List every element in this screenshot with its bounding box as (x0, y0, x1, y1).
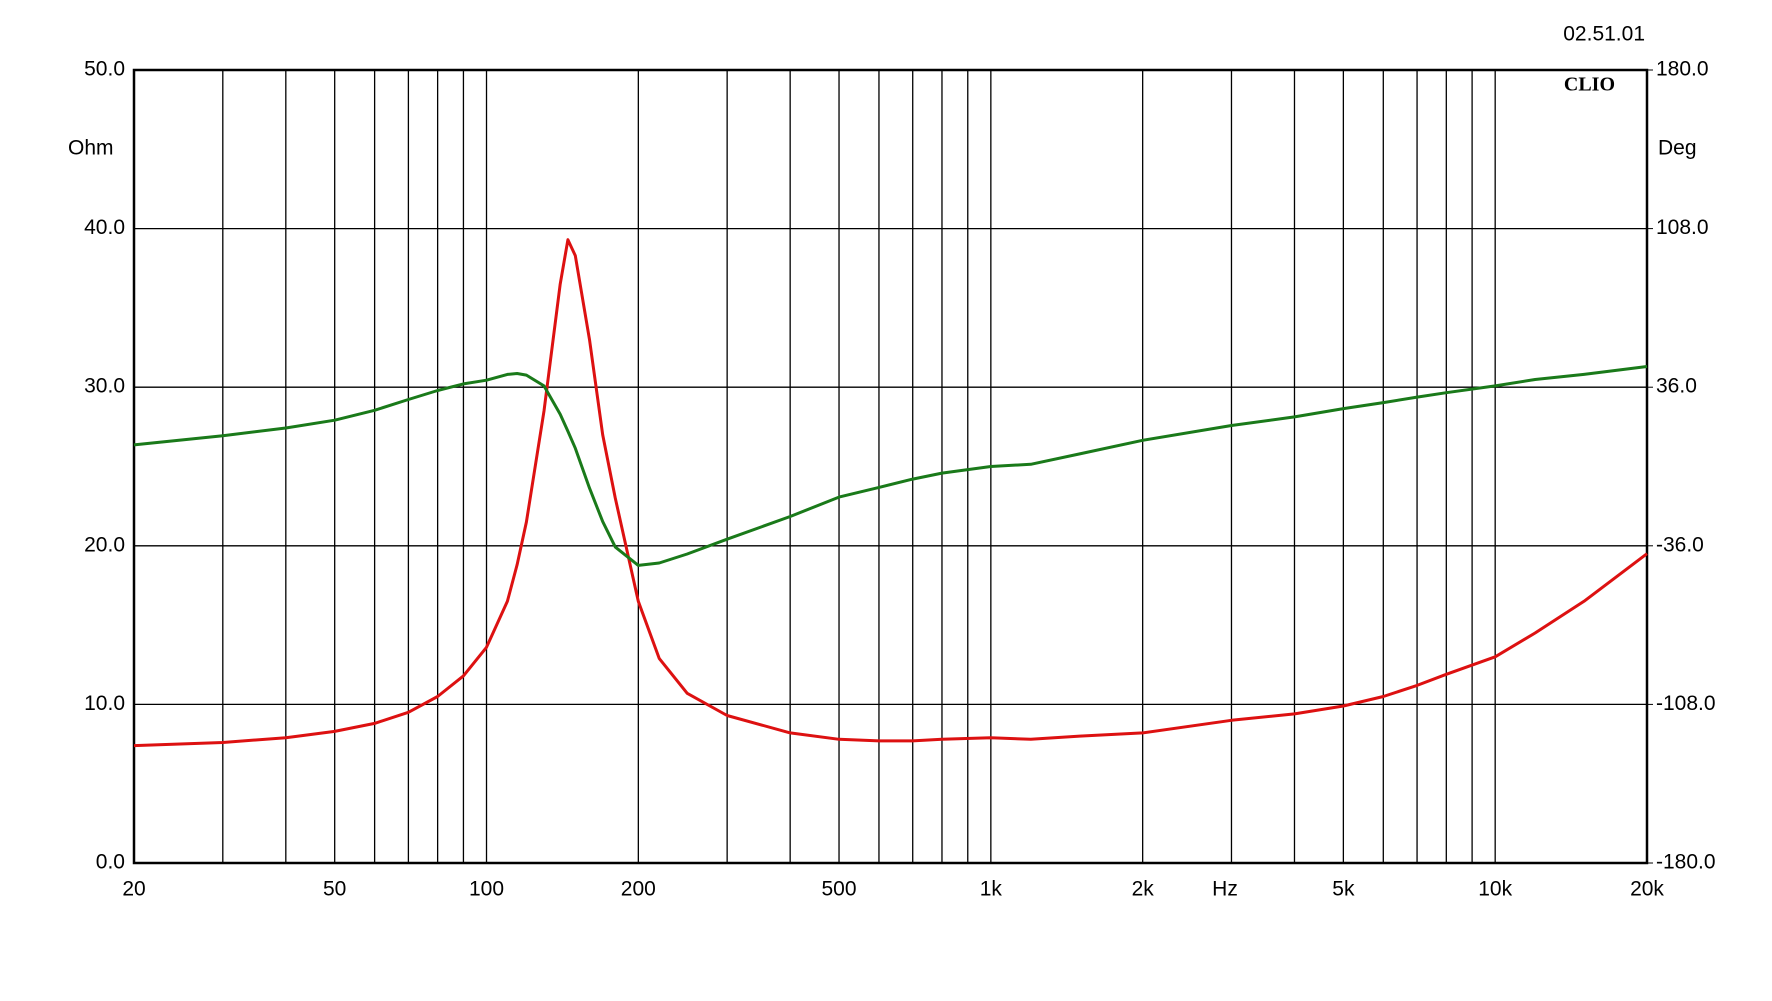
y2-axis-label: Deg (1658, 137, 1697, 160)
x-tick-label: 5k (1332, 878, 1355, 901)
x-tick-label: 100 (469, 878, 504, 901)
y-tick-label: 30.0 (84, 375, 125, 398)
x-tick-label: 20 (122, 878, 145, 901)
y2-tick-label: 36.0 (1656, 375, 1697, 398)
x-tick-label: 1k (980, 878, 1003, 901)
x-tick-label: 50 (323, 878, 346, 901)
x-tick-label: 500 (822, 878, 857, 901)
y-tick-label: 10.0 (84, 692, 125, 715)
y-tick-label: 40.0 (84, 216, 125, 239)
plot-frame (132, 68, 1649, 865)
y-tick-label: 50.0 (84, 58, 125, 81)
x-tick-label: 20k (1630, 878, 1664, 901)
chart-title: 02.51.01 (1563, 23, 1645, 46)
y-tick-label: 0.0 (96, 851, 125, 874)
series-line (133, 365, 1648, 567)
x-tick-label: 200 (621, 878, 656, 901)
y2-tick-label: 180.0 (1656, 58, 1709, 81)
x-axis-label: Hz (1212, 878, 1238, 901)
y-tick-label: 20.0 (84, 533, 125, 556)
y2-tick-label: -108.0 (1656, 692, 1716, 715)
y2-tick-label: -36.0 (1656, 533, 1704, 556)
x-tick-label: 10k (1478, 878, 1512, 901)
x-tick-label: 2k (1132, 878, 1155, 901)
watermark: CLIO (1564, 74, 1615, 96)
y2-tick-label: 108.0 (1656, 216, 1709, 239)
y-axis-label: Ohm (68, 137, 114, 160)
series-line (133, 238, 1648, 748)
y2-tick-label: -180.0 (1656, 851, 1716, 874)
